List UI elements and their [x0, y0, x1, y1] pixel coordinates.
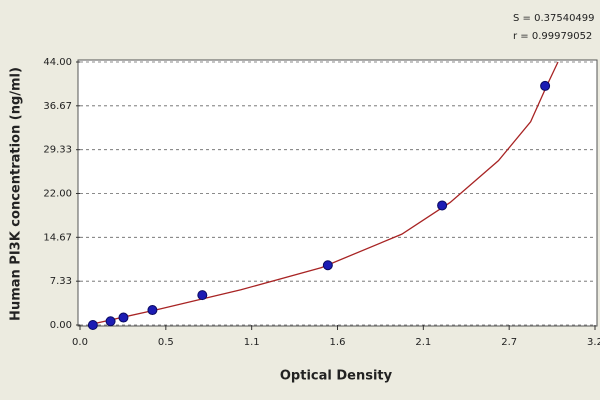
data-point [540, 80, 551, 91]
data-point [147, 305, 158, 316]
x-tick-label: 0.0 [72, 337, 88, 348]
x-tick-label: 2.7 [501, 337, 517, 348]
x-tick-label: 3.2 [587, 337, 600, 348]
x-tick-label: 0.5 [158, 337, 174, 348]
y-tick-label: 29.33 [43, 145, 72, 156]
y-tick-label: 22.00 [43, 189, 72, 200]
data-point [437, 200, 448, 211]
data-point [322, 260, 333, 271]
x-tick-label: 1.1 [244, 337, 260, 348]
annotation: r = 0.99979052 [513, 31, 592, 42]
data-point [197, 290, 208, 301]
y-tick-label: 44.00 [43, 57, 72, 68]
x-tick-label: 1.6 [330, 337, 346, 348]
data-point [105, 316, 116, 327]
plot-area [77, 59, 598, 327]
y-tick-label: 14.67 [43, 232, 72, 243]
x-axis-title: Optical Density [280, 369, 393, 384]
y-tick-label: 36.67 [43, 101, 72, 112]
y-tick-label: 7.33 [50, 276, 72, 287]
x-tick-label: 2.1 [415, 337, 431, 348]
annotation: S = 0.37540499 [513, 13, 595, 24]
y-axis-title: Human PI3K concentration (ng/ml) [9, 67, 24, 321]
y-tick-label: 0.00 [50, 320, 72, 331]
data-point [118, 312, 129, 323]
data-point [87, 320, 98, 330]
